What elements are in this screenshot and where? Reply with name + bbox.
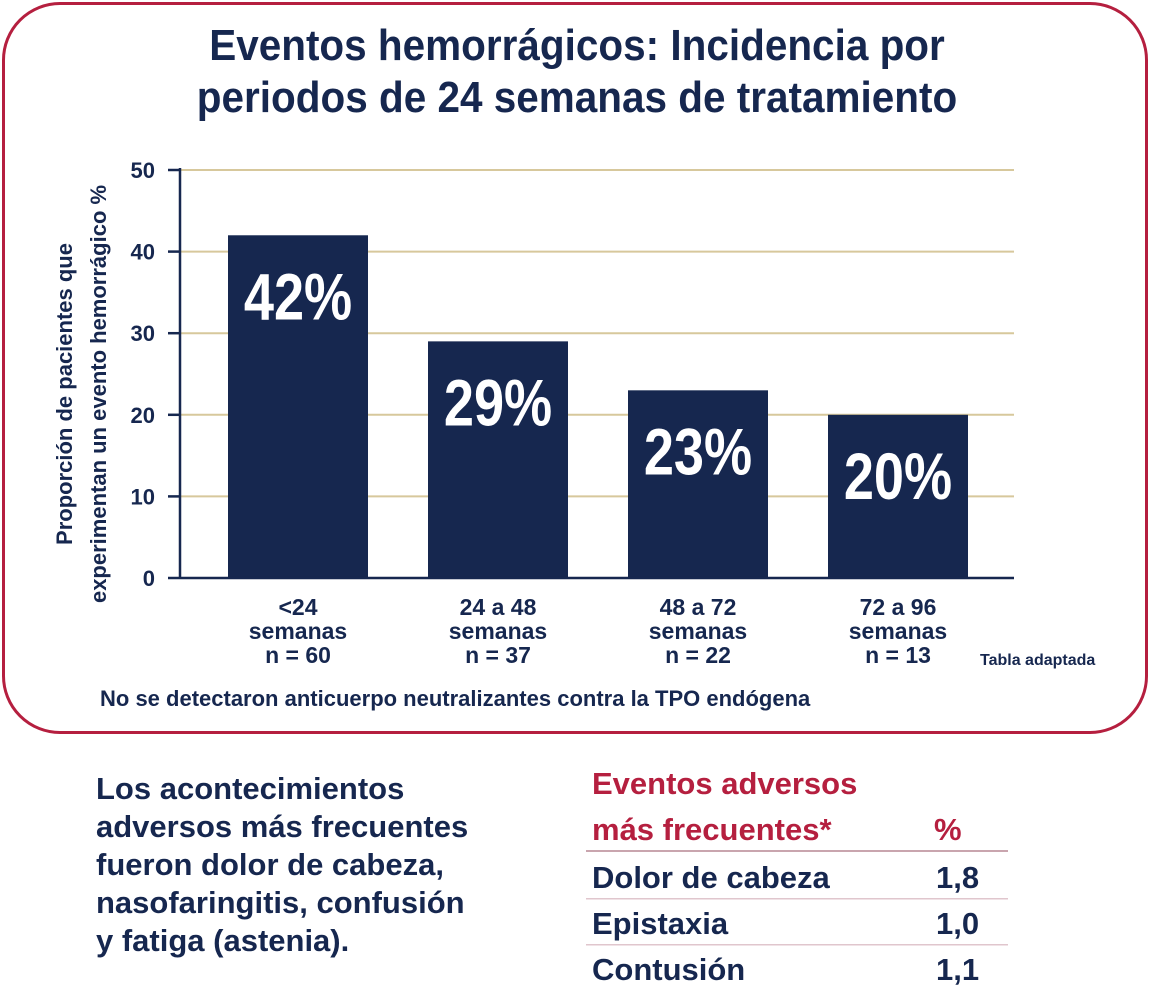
y-tick-label: 20	[131, 403, 155, 428]
summary-line: adversos más frecuentes	[96, 809, 469, 844]
x-tick-label: <24	[278, 594, 317, 620]
summary-line: fueron dolor de cabeza,	[96, 847, 444, 882]
x-tick-label: semanas	[649, 618, 747, 644]
ae-row: Contusión 1,1	[586, 946, 1008, 992]
bar	[228, 235, 368, 578]
summary-line: nasofaringitis, confusión	[96, 885, 465, 920]
y-tick-label: 30	[131, 321, 155, 346]
bar-value-label: 42%	[244, 259, 352, 333]
x-tick-label: 72 a 96	[860, 594, 937, 620]
footnote: No se detectaron anticuerpo neutralizant…	[100, 686, 811, 711]
ae-row-name: Contusión	[592, 952, 746, 987]
x-tick-label: 48 a 72	[660, 594, 737, 620]
y-axis-label: experimentan un evento hemorrágico %	[86, 185, 111, 603]
ae-header-rule	[586, 850, 1008, 852]
bar-value-label: 20%	[844, 439, 952, 513]
y-tick-label: 0	[143, 566, 155, 591]
source-note: Tabla adaptada	[980, 652, 1096, 669]
bar-value-label: 23%	[644, 414, 752, 488]
chart-title-line-1: Eventos hemorrágicos: Incidencia por	[209, 21, 945, 70]
y-tick-label: 10	[131, 484, 155, 509]
chart-frame	[2, 2, 1148, 734]
y-axis-label: Proporción de pacientes que	[52, 243, 77, 545]
ae-row-name: Dolor de cabeza	[592, 860, 830, 895]
x-tick-label: 24 a 48	[460, 594, 537, 620]
bar	[828, 414, 968, 578]
summary-line: Los acontecimientos	[96, 771, 405, 806]
ae-row: Dolor de cabeza 1,8	[586, 854, 1008, 900]
ae-row-value: 1,0	[936, 906, 980, 941]
summary-line: y fatiga (astenia).	[96, 923, 350, 958]
ae-row-name: Epistaxia	[592, 906, 729, 941]
x-tick-label: n = 22	[665, 642, 731, 668]
y-tick-label: 40	[131, 240, 155, 265]
bar	[428, 341, 568, 578]
ae-row: Epistaxia 1,0	[586, 900, 1008, 946]
y-tick-label: 50	[131, 158, 155, 183]
ae-header-line-2: más frecuentes*	[592, 812, 832, 847]
bar	[628, 390, 768, 578]
ae-row-value: 1,8	[936, 860, 980, 895]
summary-text: Los acontecimientos adversos más frecuen…	[96, 770, 536, 960]
ae-header-percent: %	[934, 812, 962, 847]
chart-title-line-2: periodos de 24 semanas de tratamiento	[196, 73, 958, 122]
bar-value-label: 29%	[444, 365, 552, 439]
ae-header-line-1: Eventos adversos	[592, 766, 858, 801]
x-tick-label: n = 13	[865, 642, 931, 668]
x-tick-label: semanas	[449, 618, 547, 644]
x-tick-label: semanas	[249, 618, 347, 644]
ae-row-rule	[586, 944, 1008, 946]
ae-row-value: 1,1	[936, 952, 980, 987]
ae-row-rule	[586, 898, 1008, 900]
x-tick-label: semanas	[849, 618, 947, 644]
x-tick-label: n = 60	[265, 642, 331, 668]
x-tick-label: n = 37	[465, 642, 531, 668]
